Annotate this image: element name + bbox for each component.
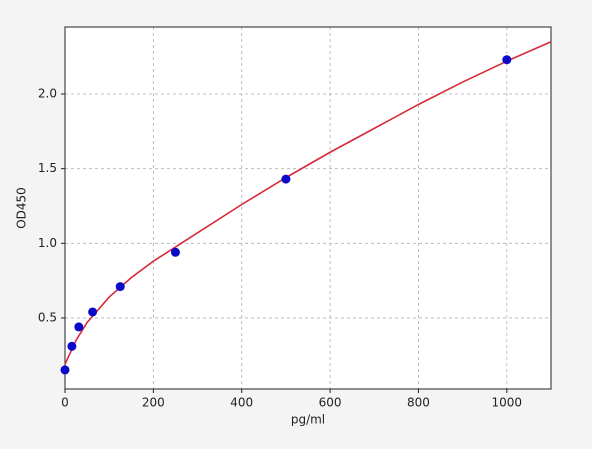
y-tick-label: 2.0 <box>38 87 57 101</box>
x-tick-label: 200 <box>142 396 165 410</box>
data-point <box>88 307 98 317</box>
plot-area <box>65 27 551 389</box>
data-point <box>74 322 84 332</box>
y-tick-label: 1.0 <box>38 236 57 250</box>
x-tick-label: 400 <box>230 396 253 410</box>
y-tick-label: 1.5 <box>38 161 57 175</box>
data-point <box>281 174 291 184</box>
data-point <box>60 365 70 375</box>
x-tick-label: 800 <box>407 396 430 410</box>
data-point <box>115 282 125 292</box>
data-point <box>502 55 512 65</box>
x-axis-label: pg/ml <box>291 413 325 427</box>
x-tick-label: 1000 <box>492 396 523 410</box>
y-axis-label: OD450 <box>15 187 29 229</box>
data-point <box>170 247 180 257</box>
y-tick-label: 0.5 <box>38 310 57 324</box>
x-tick-label: 0 <box>61 396 69 410</box>
x-tick-label: 600 <box>319 396 342 410</box>
plot-frame <box>64 26 552 390</box>
data-point <box>67 341 77 351</box>
